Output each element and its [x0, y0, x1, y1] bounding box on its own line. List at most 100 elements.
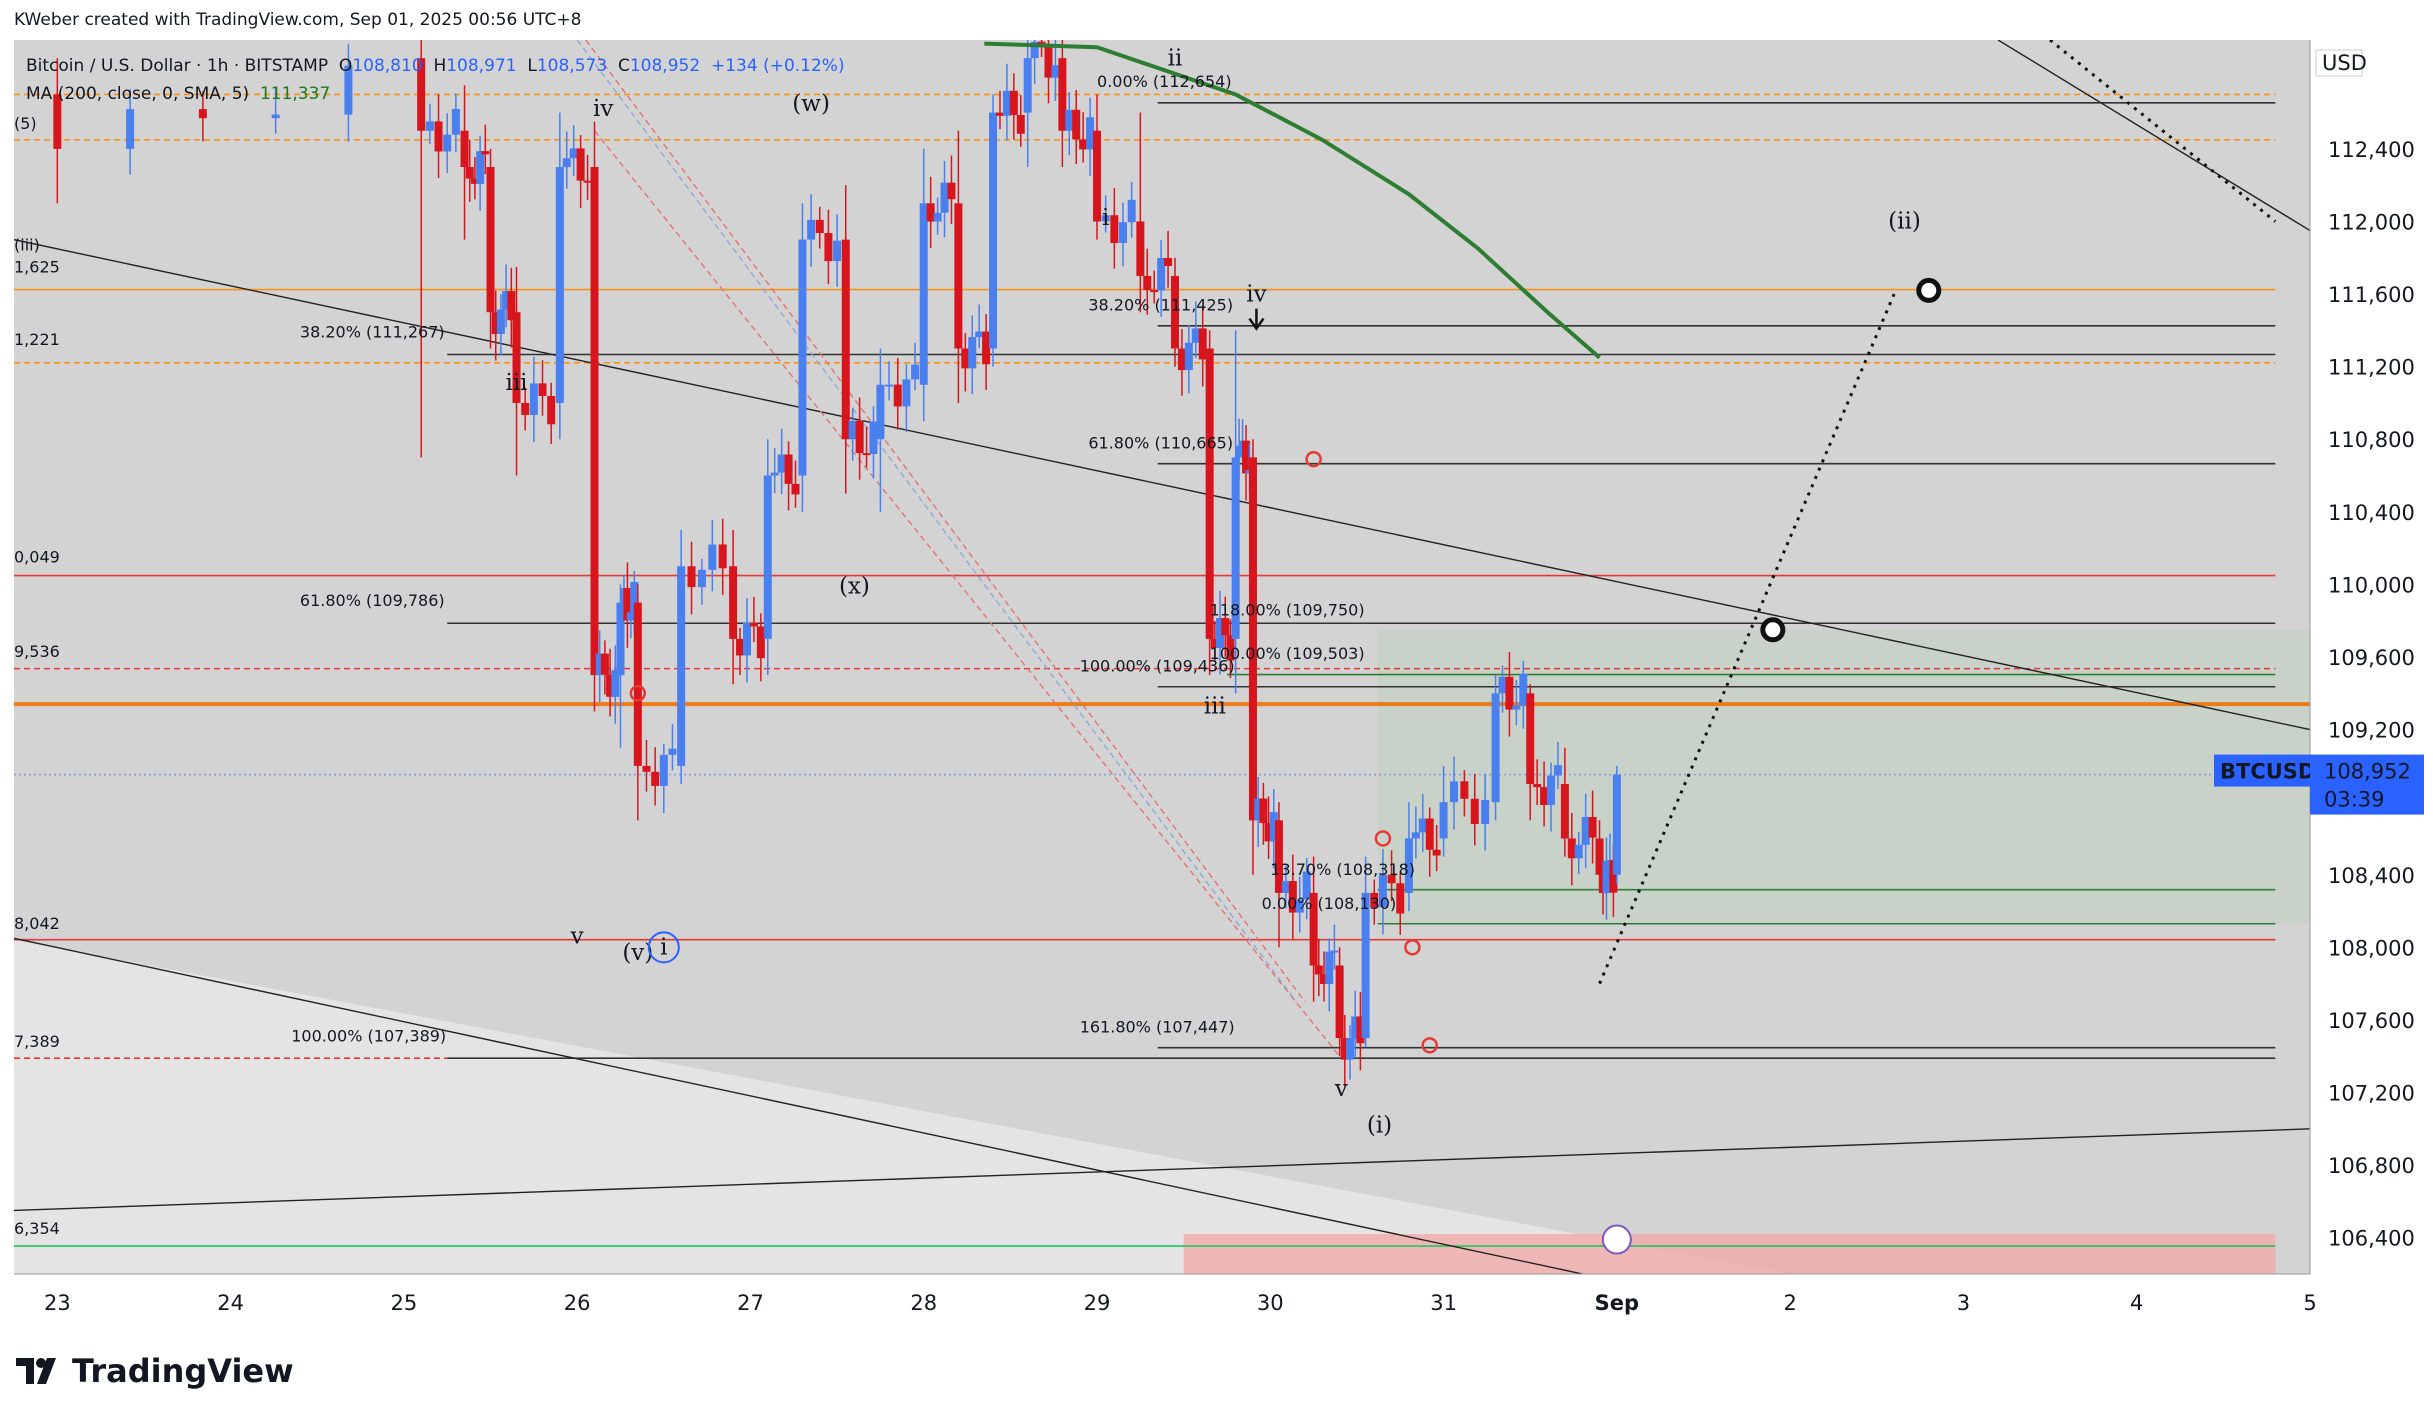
trendline-layer: [14, 40, 2311, 1279]
trendline-7: [576, 40, 1297, 1003]
candle-body-18: [502, 291, 511, 310]
candle-body-66: [848, 420, 857, 440]
ticker-symbol-badge: [2214, 754, 2310, 787]
candle-body-25: [555, 167, 564, 403]
projection-marker-1: [1760, 617, 1786, 643]
fib-label-5: 61.80% (110,665): [1088, 433, 1233, 452]
time-tick-5: 28: [910, 1291, 937, 1315]
price-tick-10: 108,400: [2328, 864, 2415, 888]
candle-body-151: [1411, 832, 1420, 839]
legend-change: +134 (+0.12%): [710, 56, 845, 76]
wave-label-0: iv: [593, 96, 613, 122]
price-tick-6: 110,400: [2328, 501, 2415, 525]
candle-body-86: [995, 112, 1004, 116]
candle-body-40: [633, 602, 642, 766]
candle-body-45: [677, 566, 686, 766]
axis-layer: USD 112,400 112,000 111,600 111,200 110,800 11…: [14, 40, 2424, 1330]
price-axis-panel: [2310, 40, 2424, 1330]
candle-body-164: [1519, 673, 1528, 706]
candle-body-76: [926, 203, 935, 222]
time-tick-10: 2: [1783, 1291, 1796, 1315]
candle-body-73: [902, 379, 911, 407]
pivot-marker-1: [629, 685, 647, 702]
candle-body-113: [1191, 328, 1200, 343]
candle-body-22: [529, 383, 538, 415]
candle-body-104: [1127, 199, 1136, 223]
candle-body-10: [460, 130, 469, 168]
price-tick-15: 106,400: [2328, 1227, 2415, 1251]
symbol-legend: Bitcoin / U.S. Dollar · 1h · BITSTAMP O1…: [26, 52, 845, 108]
price-tick-13: 107,200: [2328, 1082, 2415, 1106]
candle-body-32: [600, 653, 609, 675]
candle-body-130: [1274, 820, 1283, 893]
candle-body-13: [476, 151, 485, 184]
chart-frame[interactable]: 38.20% (111,267) 61.80% (109,786) 100.00% …: [14, 40, 2424, 1330]
fib-label-0: 38.20% (111,267): [300, 323, 445, 342]
wave-label-9: iii: [1204, 693, 1226, 719]
candle-body-44: [668, 748, 677, 755]
candle-body-52: [742, 622, 751, 656]
candle-body-55: [763, 475, 772, 639]
candle-body-0: [53, 94, 62, 149]
candle-body-175: [1595, 838, 1604, 875]
legend-open-label: O: [338, 56, 353, 76]
candle-body-179: [1609, 860, 1618, 893]
tradingview-logo[interactable]: TradingView: [16, 1352, 294, 1390]
candle-body-94: [1051, 65, 1060, 78]
candle-body-63: [824, 233, 833, 262]
candle-body-111: [1177, 348, 1186, 371]
price-tick-9: 109,200: [2328, 719, 2415, 743]
edge-label-6: 8,042: [14, 914, 60, 933]
candle-body-47: [697, 569, 706, 588]
candle-body-1: [126, 109, 135, 149]
candle-body-152: [1418, 818, 1427, 833]
candle-body-30: [590, 167, 599, 676]
candle-body-9: [451, 108, 460, 135]
candle-body-114: [1198, 328, 1207, 360]
candle-body-98: [1079, 139, 1088, 150]
candle-body-132: [1288, 881, 1297, 913]
price-tick-12: 107,600: [2328, 1009, 2415, 1033]
price-tick-4: 111,200: [2328, 356, 2415, 380]
fib-label-3: 0.00% (112,654): [1097, 72, 1232, 91]
time-tick-9: Sep: [1595, 1291, 1639, 1315]
candle-body-58: [784, 454, 793, 484]
trendline-6: [593, 130, 1341, 1057]
candle-body-24: [547, 395, 556, 425]
candle-body-64: [833, 240, 842, 262]
candle-body-17: [496, 309, 505, 334]
candle-body-68: [862, 453, 871, 456]
fib-label-2: 100.00% (107,389): [291, 1027, 446, 1046]
candle-body-56: [770, 472, 779, 476]
wave-label-6: ii: [1168, 45, 1183, 71]
price-tick-1: 112,400: [2328, 138, 2415, 162]
price-chart[interactable]: 38.20% (111,267) 61.80% (109,786) 100.00% …: [14, 40, 2424, 1330]
wave-label-12: (ii): [1888, 209, 1921, 235]
candle-body-116: [1210, 638, 1219, 648]
candle-body-102: [1110, 215, 1119, 243]
trendline-8: [585, 40, 1306, 1003]
candle-body-93: [1044, 46, 1053, 78]
candle-body-15: [486, 167, 495, 313]
candle-body-100: [1093, 130, 1102, 222]
candle-body-134: [1302, 871, 1311, 900]
candle-body-112: [1184, 342, 1193, 371]
trendline-5: [2049, 40, 2277, 223]
support-zone-box: [1183, 1234, 2276, 1274]
candle-body-144: [1356, 1016, 1365, 1044]
price-tick-5: 110,800: [2328, 428, 2415, 452]
time-tick-7: 30: [1257, 1291, 1284, 1315]
wave-label-8: iv: [1246, 281, 1266, 307]
legend-row-price: Bitcoin / U.S. Dollar · 1h · BITSTAMP O1…: [26, 52, 845, 80]
legend-close: 108,952: [629, 56, 701, 76]
candle-body-140: [1335, 965, 1344, 1039]
candle-body-69: [869, 421, 878, 455]
candle-body-139: [1330, 950, 1339, 953]
candle-body-21: [521, 402, 530, 415]
candle-body-171: [1567, 838, 1576, 859]
candle-body-99: [1086, 117, 1095, 150]
candle-body-97: [1072, 109, 1081, 140]
candle-body-43: [659, 754, 668, 786]
fib-label-4: 38.20% (111,425): [1088, 295, 1233, 314]
price-tick-14: 106,800: [2328, 1154, 2415, 1178]
